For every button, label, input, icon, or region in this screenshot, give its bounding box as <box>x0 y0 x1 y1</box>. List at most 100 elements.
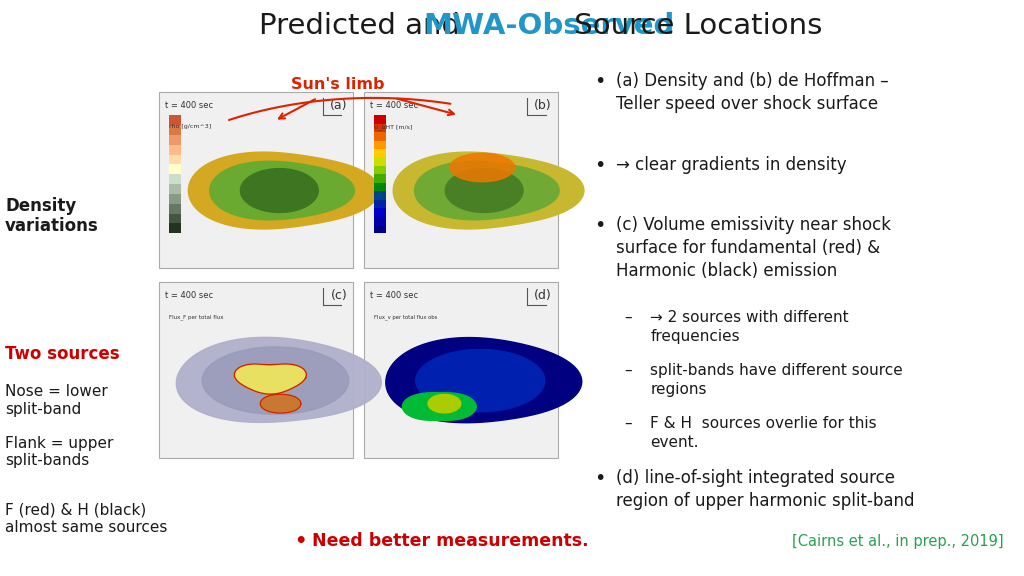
Polygon shape <box>393 152 584 229</box>
Bar <box>169 135 181 145</box>
Bar <box>169 166 181 175</box>
Text: → 2 sources with different
frequencies: → 2 sources with different frequencies <box>650 310 849 344</box>
Text: •: • <box>594 469 605 488</box>
Polygon shape <box>210 161 354 220</box>
Bar <box>374 132 386 141</box>
Bar <box>169 125 181 135</box>
Bar <box>374 183 386 191</box>
Bar <box>374 115 386 124</box>
Polygon shape <box>234 364 306 394</box>
Bar <box>169 214 181 223</box>
Bar <box>374 115 386 124</box>
Text: → clear gradients in density: → clear gradients in density <box>616 156 847 173</box>
Bar <box>374 191 386 199</box>
Bar <box>374 174 386 183</box>
Bar <box>374 174 386 183</box>
Bar <box>169 115 181 125</box>
Bar <box>169 184 181 194</box>
Bar <box>374 157 386 166</box>
Bar <box>374 208 386 217</box>
Bar <box>374 141 386 149</box>
Text: F (red) & H (black)
almost same sources: F (red) & H (black) almost same sources <box>5 502 168 535</box>
Text: Flux_v per total flux obs: Flux_v per total flux obs <box>374 314 437 320</box>
Text: Flank = upper
split-bands: Flank = upper split-bands <box>5 436 114 468</box>
Polygon shape <box>188 152 379 229</box>
Text: •: • <box>594 156 605 175</box>
Text: t = 400 sec: t = 400 sec <box>370 101 418 110</box>
Text: (b): (b) <box>535 99 552 112</box>
Bar <box>364 282 558 458</box>
Text: –: – <box>625 363 632 378</box>
Text: •: • <box>294 532 306 551</box>
Bar <box>364 92 558 268</box>
Text: V_bHT [m/s]: V_bHT [m/s] <box>374 124 412 130</box>
Text: –: – <box>625 310 632 325</box>
Polygon shape <box>445 169 523 213</box>
Bar <box>374 166 386 175</box>
Text: (c) Volume emissivity near shock
surface for fundamental (red) &
Harmonic (black: (c) Volume emissivity near shock surface… <box>616 216 892 280</box>
Text: Density
variations: Density variations <box>5 196 99 236</box>
Text: (d) line-of-sight integrated source
region of upper harmonic split-band: (d) line-of-sight integrated source regi… <box>616 469 915 510</box>
Text: (c): (c) <box>331 289 347 302</box>
Text: Predicted and: Predicted and <box>259 12 469 40</box>
Bar <box>169 154 181 164</box>
Polygon shape <box>386 338 582 423</box>
Polygon shape <box>260 395 301 413</box>
Bar <box>374 217 386 225</box>
Bar <box>374 191 386 199</box>
Bar <box>374 124 386 132</box>
Bar <box>169 164 181 175</box>
Bar <box>169 174 181 183</box>
Text: (d): (d) <box>535 289 552 302</box>
Bar <box>374 141 386 149</box>
Bar <box>159 92 353 268</box>
Text: Need better measurements.: Need better measurements. <box>312 532 589 551</box>
Bar <box>169 191 181 199</box>
Text: split-bands have different source
regions: split-bands have different source region… <box>650 363 903 397</box>
Text: Flux_F per total flux: Flux_F per total flux <box>169 314 223 320</box>
Text: –: – <box>625 416 632 431</box>
Bar <box>169 199 181 208</box>
Polygon shape <box>402 393 476 420</box>
Bar <box>169 141 181 149</box>
Bar <box>374 183 386 191</box>
Bar <box>374 199 386 208</box>
Text: t = 400 sec: t = 400 sec <box>165 291 213 300</box>
Polygon shape <box>415 161 559 220</box>
Bar <box>374 225 386 233</box>
Text: •: • <box>594 216 605 235</box>
Bar <box>169 208 181 217</box>
Bar <box>169 217 181 225</box>
Text: [Cairns et al., in prep., 2019]: [Cairns et al., in prep., 2019] <box>792 534 1004 549</box>
Polygon shape <box>203 347 348 414</box>
Bar <box>169 124 181 132</box>
Bar <box>169 115 181 124</box>
Bar <box>159 282 353 458</box>
Text: (a): (a) <box>330 99 347 112</box>
Bar <box>374 225 386 233</box>
Bar <box>169 145 181 154</box>
Text: Sun's limb: Sun's limb <box>291 77 385 92</box>
Bar <box>374 208 386 217</box>
Text: t = 400 sec: t = 400 sec <box>370 291 418 300</box>
Text: MWA-Observed: MWA-Observed <box>424 12 675 40</box>
Polygon shape <box>450 153 514 181</box>
Bar <box>169 132 181 141</box>
Bar <box>169 194 181 204</box>
Text: Nose = lower
split-band: Nose = lower split-band <box>5 384 108 416</box>
Bar <box>374 149 386 157</box>
Text: Two sources: Two sources <box>5 345 120 363</box>
Bar <box>374 124 386 132</box>
Bar <box>169 183 181 191</box>
Bar <box>374 157 386 166</box>
Bar <box>374 166 386 175</box>
Text: Source Locations: Source Locations <box>565 12 822 40</box>
Bar <box>374 132 386 141</box>
Bar <box>169 225 181 233</box>
Text: F & H  sources overlie for this
event.: F & H sources overlie for this event. <box>650 416 877 450</box>
Bar <box>169 204 181 214</box>
Bar <box>374 199 386 208</box>
Polygon shape <box>416 350 545 412</box>
Bar <box>169 157 181 166</box>
Bar <box>169 175 181 184</box>
